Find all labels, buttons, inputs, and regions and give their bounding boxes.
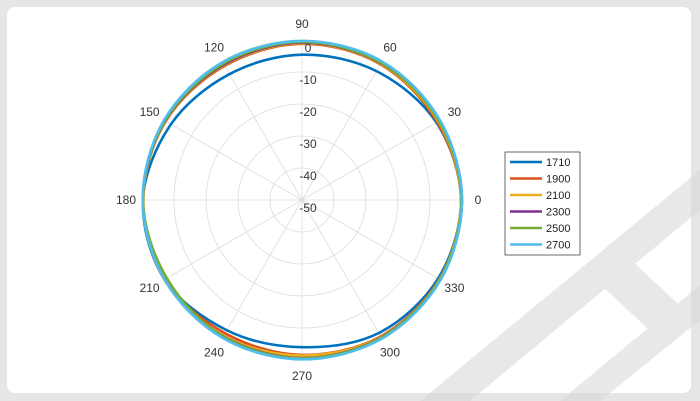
grid-spoke-150 bbox=[163, 119, 303, 201]
angle-tick-label-0: 0 bbox=[475, 193, 482, 207]
legend: 1710 1900 2100 2300 2500 2700 bbox=[504, 151, 581, 256]
radial-tick-label-30: -30 bbox=[299, 137, 317, 151]
grid-spoke-240 bbox=[221, 199, 303, 339]
angle-tick-label-120: 120 bbox=[204, 41, 224, 55]
angle-tick-label-210: 210 bbox=[140, 281, 160, 295]
angle-tick-label-90: 90 bbox=[295, 17, 309, 31]
polar-grid bbox=[141, 39, 463, 361]
angle-tick-label-30: 30 bbox=[448, 105, 462, 119]
angle-tick-label-270: 270 bbox=[292, 369, 312, 383]
legend-label-2700: 2700 bbox=[546, 240, 570, 252]
grid-spoke-210 bbox=[163, 199, 303, 281]
angle-tick-label-300: 300 bbox=[380, 345, 400, 359]
angle-tick-label-240: 240 bbox=[204, 345, 224, 359]
grid-spoke-330 bbox=[301, 199, 441, 281]
legend-label-2100: 2100 bbox=[546, 190, 570, 202]
grid-spoke-120 bbox=[221, 61, 303, 201]
legend-label-2300: 2300 bbox=[546, 207, 570, 219]
radial-tick-label-10: -10 bbox=[299, 73, 317, 87]
angle-tick-label-180: 180 bbox=[116, 193, 136, 207]
grid-spoke-300 bbox=[301, 199, 383, 339]
grid-spoke-60 bbox=[301, 61, 383, 201]
radial-tick-label-50: -50 bbox=[299, 201, 317, 215]
series-lines bbox=[141, 39, 464, 361]
angle-tick-label-150: 150 bbox=[140, 105, 160, 119]
legend-label-1710: 1710 bbox=[546, 157, 570, 169]
series-line-2700 bbox=[141, 39, 464, 361]
legend-label-2500: 2500 bbox=[546, 223, 570, 235]
angle-tick-label-60: 60 bbox=[383, 41, 397, 55]
radial-tick-label-0: 0 bbox=[305, 41, 312, 55]
radial-tick-label-40: -40 bbox=[299, 169, 317, 183]
grid-spoke-30 bbox=[301, 119, 441, 201]
angle-tick-label-330: 330 bbox=[444, 281, 464, 295]
legend-label-1900: 1900 bbox=[546, 174, 570, 186]
radial-tick-label-20: -20 bbox=[299, 105, 317, 119]
